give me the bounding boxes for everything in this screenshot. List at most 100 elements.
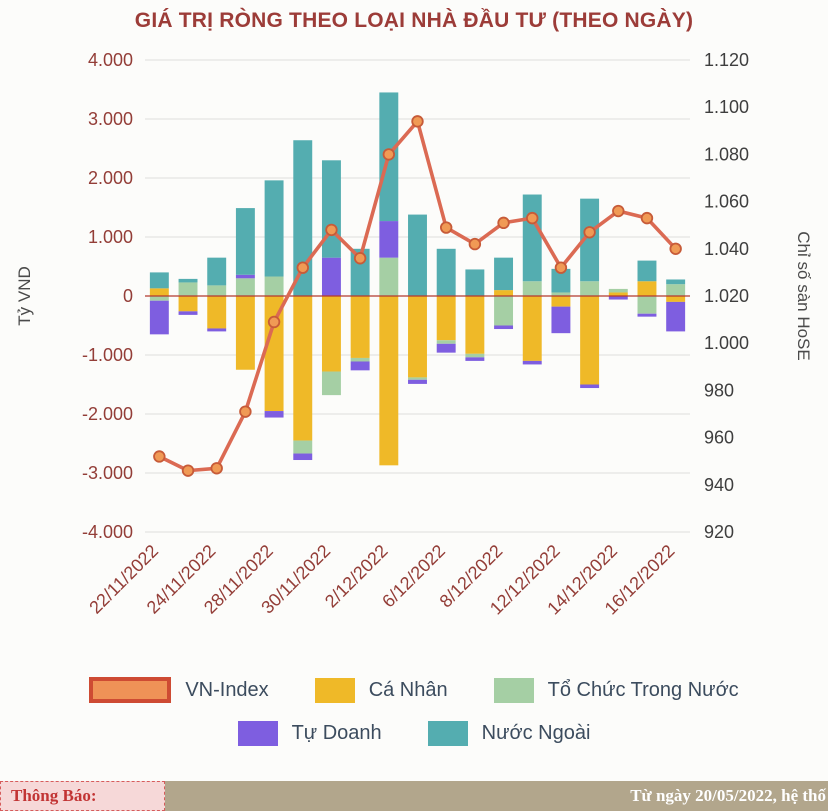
bar-segment-tu_doanh bbox=[379, 221, 399, 258]
vn-index-marker bbox=[181, 464, 195, 477]
vn-index-marker bbox=[153, 450, 166, 463]
bar-segment-ca_nhan bbox=[608, 292, 628, 296]
net-value-combo-chart: 4.000 3.000 2.000 1.000 0 -1.000 -2.000 -3.000 -… bbox=[15, 50, 813, 619]
bar-segment-ca_nhan bbox=[494, 290, 514, 296]
ticker-message-wrap: Từ ngày 20/05/2022, hệ thố bbox=[165, 781, 828, 811]
right-axis-tick: 940 bbox=[704, 475, 734, 495]
bar-segment-nuoc_ngoai bbox=[235, 208, 255, 275]
bar-segment-tu_doanh bbox=[637, 313, 657, 317]
bar-segment-nuoc_ngoai bbox=[522, 194, 542, 282]
bar-segment-nuoc_ngoai bbox=[264, 180, 284, 277]
vn-index-marker bbox=[267, 315, 281, 329]
bar-segment-tu_doanh bbox=[293, 453, 313, 461]
bar-segment-to_chuc bbox=[522, 281, 542, 296]
bar-segment-tu_doanh bbox=[494, 325, 514, 330]
bar-segment-nuoc_ngoai bbox=[293, 140, 313, 296]
bar-segment-nuoc_ngoai bbox=[436, 248, 456, 296]
bar-segment-nuoc_ngoai bbox=[178, 278, 198, 283]
bar-segment-tu_doanh bbox=[149, 300, 169, 335]
bar-segment-ca_nhan bbox=[551, 296, 571, 307]
bar-segment-to_chuc bbox=[436, 340, 456, 344]
bar-segment-nuoc_ngoai bbox=[465, 269, 485, 296]
bar-segment-tu_doanh bbox=[178, 311, 198, 315]
bar-segment-ca_nhan bbox=[436, 296, 456, 341]
vn-index-marker bbox=[497, 216, 510, 230]
bar-segment-tu_doanh bbox=[235, 274, 255, 279]
bar-segment-tu_doanh bbox=[465, 357, 485, 361]
vn-index-marker bbox=[583, 226, 596, 239]
bar-segment-ca_nhan bbox=[293, 296, 313, 441]
bar-segment-nuoc_ngoai bbox=[666, 279, 686, 285]
right-axis-tick: 980 bbox=[704, 380, 734, 400]
left-axis-tick: 2.000 bbox=[88, 168, 133, 188]
bar-segment-ca_nhan bbox=[235, 296, 255, 370]
bar-segment-ca_nhan bbox=[379, 296, 399, 466]
bar-segment-tu_doanh bbox=[207, 328, 227, 332]
vn-index-marker bbox=[325, 223, 338, 237]
bar-segment-ca_nhan bbox=[207, 296, 227, 329]
bar-segment-to_chuc bbox=[637, 296, 657, 314]
legend: VN-Index Cá Nhân Tổ Chức Trong Nước Tự D… bbox=[0, 677, 828, 746]
bar-segment-to_chuc bbox=[293, 440, 313, 454]
vn-index-marker bbox=[526, 211, 539, 225]
bar-segment-to_chuc bbox=[149, 296, 169, 301]
bar-segment-to_chuc bbox=[264, 276, 284, 296]
bar-segment-nuoc_ngoai bbox=[408, 214, 427, 296]
nuoc-ngoai-swatch bbox=[427, 721, 468, 746]
right-axis-tick: 1.020 bbox=[704, 286, 749, 306]
legend-item-vn-index: VN-Index bbox=[89, 677, 269, 703]
vn-index-marker bbox=[554, 261, 568, 274]
bar-segment-tu_doanh bbox=[350, 361, 370, 371]
bar-segment-tu_doanh bbox=[522, 360, 542, 365]
bar-segment-tu_doanh bbox=[408, 379, 427, 384]
bar-segment-ca_nhan bbox=[580, 296, 600, 385]
legend-item-tu-doanh: Tự Doanh bbox=[237, 721, 382, 746]
bar-segment-to_chuc bbox=[666, 284, 686, 296]
bar-segment-ca_nhan bbox=[149, 288, 169, 296]
bar-segment-ca_nhan bbox=[465, 296, 485, 354]
legend-item-ca-nhan: Cá Nhân bbox=[314, 677, 448, 703]
right-axis-tick: 920 bbox=[704, 522, 734, 542]
vn-index-marker bbox=[239, 405, 252, 418]
legend-row-2: Tự Doanh Nước Ngoài bbox=[237, 721, 591, 746]
right-axis-tick: 1.060 bbox=[704, 192, 749, 212]
legend-label-ca-nhan: Cá Nhân bbox=[368, 678, 448, 701]
right-axis-tick: 1.000 bbox=[704, 333, 749, 353]
bar-segment-nuoc_ngoai bbox=[321, 160, 341, 258]
bar-segment-nuoc_ngoai bbox=[637, 260, 657, 282]
left-axis-tick: -3.000 bbox=[82, 463, 133, 483]
bar-segment-tu_doanh bbox=[666, 301, 686, 332]
left-axis-tick: 3.000 bbox=[88, 109, 133, 129]
left-axis-tick: -2.000 bbox=[82, 404, 133, 424]
tu-doanh-swatch bbox=[237, 721, 278, 746]
legend-label-to-chuc: Tổ Chức Trong Nước bbox=[547, 678, 739, 701]
legend-label-nuoc-ngoai: Nước Ngoài bbox=[481, 722, 591, 744]
left-axis-tick: -1.000 bbox=[82, 345, 133, 365]
bar-segment-to_chuc bbox=[321, 371, 341, 396]
chart-page: GIÁ TRỊ RÒNG THEO LOẠI NHÀ ĐẦU TƯ (THEO … bbox=[0, 9, 828, 811]
left-axis-tick: 1.000 bbox=[88, 227, 133, 247]
bar-segment-to_chuc bbox=[235, 278, 255, 296]
right-axis-tick: 960 bbox=[704, 428, 734, 448]
bar-segment-to_chuc bbox=[608, 288, 628, 293]
bar-segment-tu_doanh bbox=[551, 306, 571, 334]
legend-item-nuoc-ngoai: Nước Ngoài bbox=[427, 721, 591, 746]
ticker-label: Thông Báo: bbox=[0, 781, 165, 811]
vn-index-marker bbox=[296, 261, 309, 274]
bar-segment-to_chuc bbox=[207, 285, 227, 296]
bar-segment-to_chuc bbox=[465, 353, 485, 358]
left-axis-title: Tỷ VND bbox=[15, 266, 34, 326]
bar-segment-nuoc_ngoai bbox=[494, 257, 514, 291]
legend-row-1: VN-Index Cá Nhân Tổ Chức Trong Nước bbox=[89, 677, 739, 703]
bar-segment-tu_doanh bbox=[321, 257, 341, 296]
bar-segment-ca_nhan bbox=[321, 296, 341, 372]
bar-segment-ca_nhan bbox=[408, 296, 427, 378]
vn-index-marker bbox=[640, 211, 654, 225]
bar-segment-nuoc_ngoai bbox=[207, 257, 227, 286]
vn-index-marker bbox=[669, 242, 682, 256]
bar-segment-tu_doanh bbox=[580, 384, 600, 389]
left-axis-tick: 0 bbox=[123, 286, 133, 306]
news-ticker: Thông Báo: Từ ngày 20/05/2022, hệ thố bbox=[0, 781, 828, 811]
vn-index-marker bbox=[612, 204, 625, 218]
bar-segment-to_chuc bbox=[580, 281, 600, 296]
